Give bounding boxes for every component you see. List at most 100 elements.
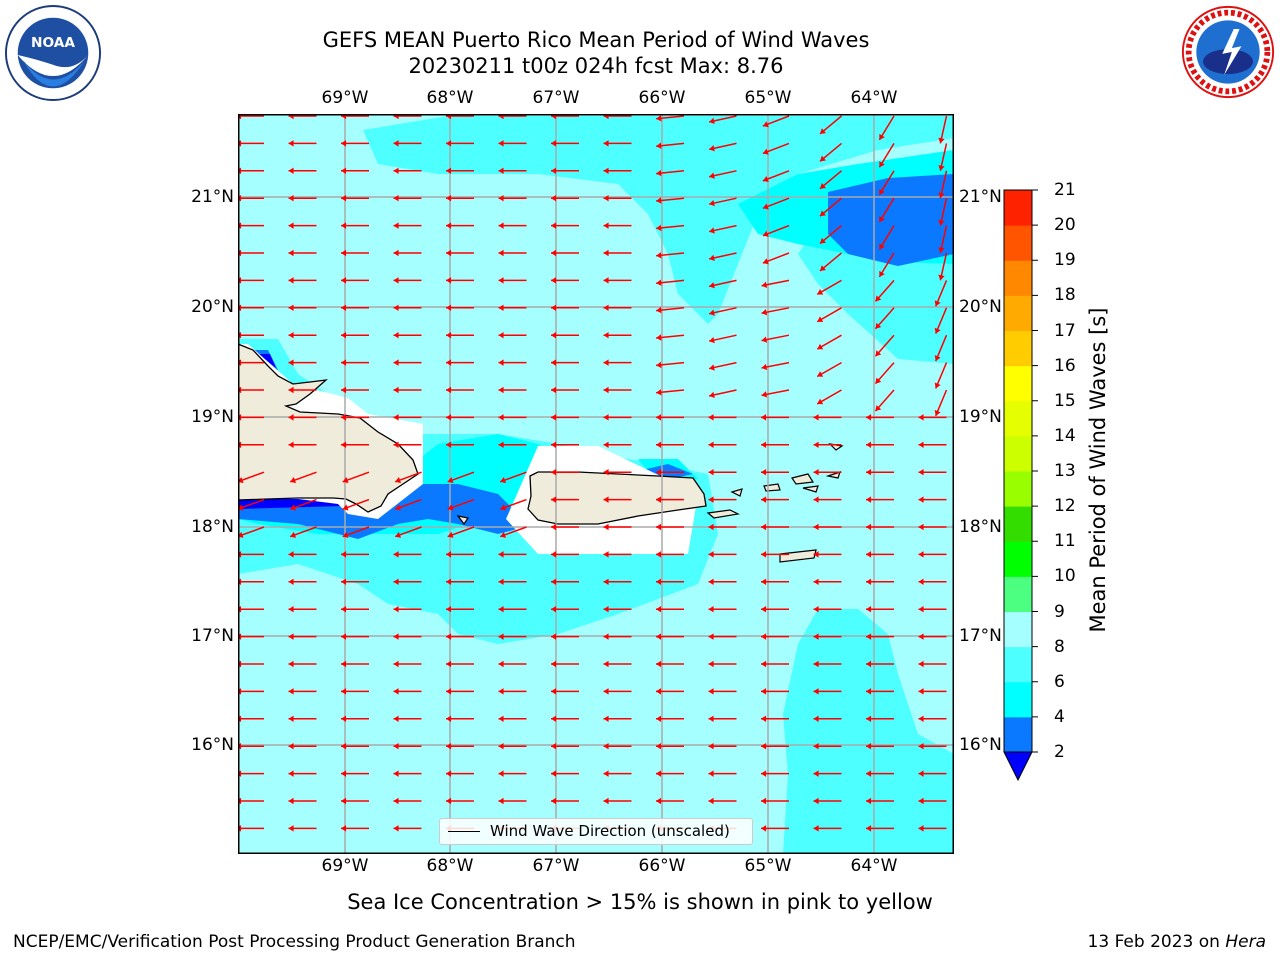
wave-direction-arrowhead [708,715,714,723]
wave-direction-arrowhead [290,504,297,511]
wave-direction-arrowhead [761,715,767,723]
lat-label-right: 18°N [959,517,1002,537]
wave-direction-arrowhead [656,142,662,149]
wave-direction-arrowhead [918,441,924,449]
wave-direction-arrowhead [938,219,945,226]
wave-direction-arrowhead [341,797,347,805]
wave-direction-arrowhead [603,304,609,312]
wave-direction-arrowhead [656,770,662,777]
wave-direction-arrowhead [341,249,347,257]
wave-direction-arrowhead [288,331,294,339]
wave-direction-arrowhead [708,441,714,449]
wave-direction-arrowhead [709,336,715,344]
wave-direction-arrowhead [761,578,767,586]
wave-direction-arrowhead [656,797,662,805]
wave-direction-arrowhead [500,504,507,511]
caption: Sea Ice Concentration > 15% is shown in … [347,890,933,914]
wave-direction-arrowhead [551,660,557,668]
lon-label-top: 66°W [638,88,686,108]
wave-direction-arrowhead [708,633,714,640]
colorbar-tick-label: 16 [1054,355,1076,376]
wave-direction-arrowhead [938,274,945,281]
wave-direction-arrowhead [446,797,452,805]
wave-direction-arrowhead [288,551,294,558]
wave-direction-arrowhead [708,605,714,613]
wave-direction-arrowhead [498,551,504,558]
colorbar-tick-label: 17 [1054,320,1076,341]
wave-direction-arrowhead [498,167,504,175]
wave-direction-arrowhead [879,133,885,140]
wave-direction-arrowhead [918,523,924,531]
wave-direction-arrowhead [938,247,945,253]
wave-direction-arrowhead [603,414,609,421]
wave-direction-arrowhead [342,504,349,511]
wave-direction-arrowhead [393,222,399,229]
wave-direction-arrowhead [762,148,769,155]
wave-direction-arrowhead [918,414,924,421]
wave-direction-arrowhead [393,194,399,202]
wave-direction-arrowhead [603,797,609,805]
wave-direction-arrowhead [288,715,294,723]
wave-direction-arrowhead [498,140,504,147]
wave-direction-arrowhead [603,140,609,147]
wave-direction-arrowhead [918,578,924,586]
wave-direction-arrowhead [498,414,504,421]
wave-direction-arrowhead [551,167,557,175]
wave-direction-arrowhead [813,523,819,531]
wave-direction-arrowhead [708,660,714,668]
wave-direction-arrowhead [290,477,297,484]
wave-direction-arrowhead [603,167,609,175]
wave-direction-arrowhead [288,797,294,805]
wave-direction-arrowhead [656,441,662,449]
wave-direction-arrowhead [879,188,885,195]
wave-direction-arrowhead [817,343,824,350]
wave-direction-arrowhead [656,468,662,476]
wave-direction-arrowhead [551,605,557,613]
lat-label-left: 20°N [191,297,234,317]
wave-direction-arrowhead [341,770,347,777]
wave-direction-arrowhead [603,523,609,531]
wave-direction-arrowhead [934,327,941,334]
wave-direction-arrowhead [709,199,715,207]
wave-direction-arrowhead [500,531,507,538]
colorbar-segment [1004,225,1032,261]
wave-direction-arrowhead [866,414,872,421]
lat-label-left: 17°N [191,626,234,646]
wave-direction-arrowhead [761,441,767,449]
wave-direction-arrowhead [393,441,399,449]
colorbar-segment [1004,435,1032,472]
wave-direction-arrowhead [393,551,399,558]
wave-direction-arrowhead [288,633,294,640]
wave-direction-arrowhead [498,441,504,449]
wave-direction-arrowhead [656,605,662,613]
wave-direction-arrowhead [813,441,819,449]
wave-direction-arrowhead [393,414,399,421]
colorbar-tick-label: 9 [1054,601,1065,622]
wave-direction-arrowhead [762,230,769,237]
wave-direction-arrowhead [288,222,294,229]
wave-direction-arrowhead [819,183,826,189]
wave-direction-arrowhead [551,359,557,366]
wave-direction-arrowhead [446,359,452,366]
wave-direction-arrowhead [934,300,941,307]
colorbar-tick-label: 11 [1054,531,1076,552]
wave-direction-arrowhead [551,551,557,558]
wave-direction-arrowhead [341,825,347,832]
wave-direction-arrowhead [866,496,872,503]
wave-direction-arrowhead [761,281,768,288]
wave-direction-arrowhead [819,155,826,162]
wave-direction-arrowhead [288,414,294,421]
wave-direction-arrowhead [551,140,557,147]
wave-direction-arrowhead [761,742,767,750]
wave-direction-arrowhead [761,391,768,398]
wave-direction-arrowhead [446,194,452,202]
wave-direction-arrowhead [603,605,609,613]
wave-direction-arrowhead [762,121,769,128]
wave-direction-arrowhead [656,660,662,668]
wave-direction-arrowhead [708,770,714,777]
wave-direction-arrowhead [498,578,504,586]
colorbar-tick-label: 10 [1054,566,1076,587]
wave-direction-arrowhead [446,742,452,750]
wave-direction-arrowhead [288,304,294,312]
lon-label-top: 65°W [744,88,792,108]
